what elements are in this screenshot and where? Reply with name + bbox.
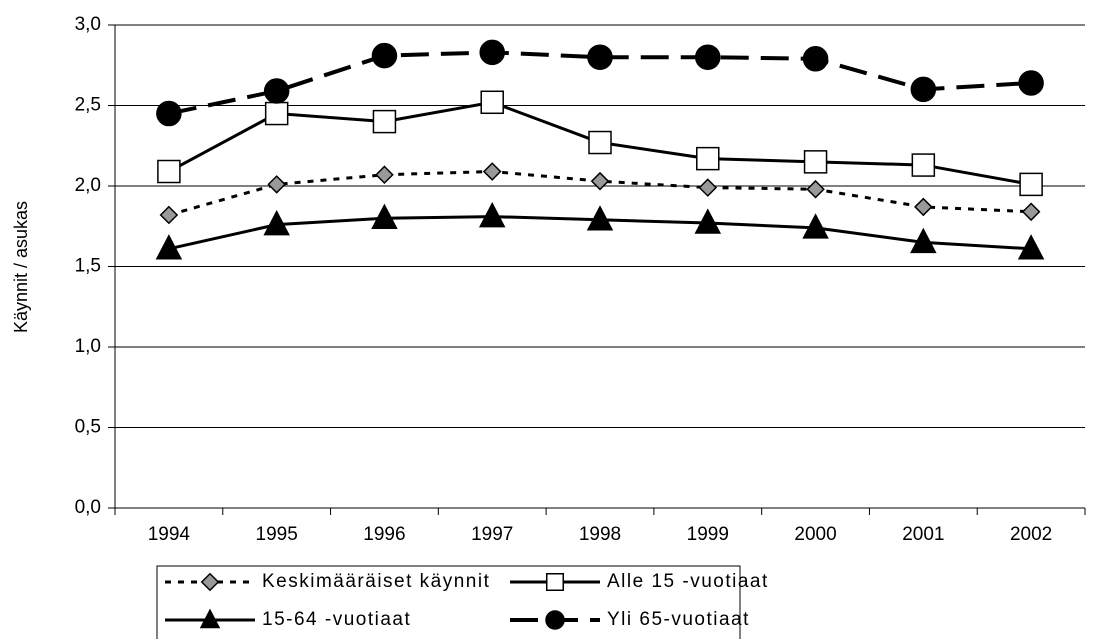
point xyxy=(1021,202,1041,222)
point xyxy=(264,101,289,126)
point xyxy=(1019,172,1043,197)
x-tick-label: 2001 xyxy=(902,524,944,545)
point xyxy=(480,90,504,115)
point xyxy=(1018,70,1044,96)
point xyxy=(590,171,610,191)
point xyxy=(588,130,612,155)
series-line xyxy=(168,50,1032,116)
y-axis-label: Käynnit / asukas xyxy=(11,201,31,333)
point xyxy=(157,159,181,184)
x-tick-label: 1999 xyxy=(687,524,729,545)
x-tick-label: 1995 xyxy=(256,524,298,545)
x-tick-label: 1996 xyxy=(363,524,405,545)
legend-marker xyxy=(200,572,220,592)
legend-label: Keskimääräiset käynnit xyxy=(262,571,490,592)
legend-box xyxy=(156,565,741,639)
series-line xyxy=(168,170,1032,217)
point xyxy=(478,201,506,228)
point xyxy=(695,44,721,70)
legend-marker xyxy=(545,610,565,630)
point xyxy=(263,78,290,104)
point xyxy=(911,153,936,177)
y-tick-label: 3,0 xyxy=(75,14,101,35)
point xyxy=(159,205,179,225)
point xyxy=(375,165,394,185)
point xyxy=(910,76,937,103)
point xyxy=(155,234,183,260)
legend-label: Alle 15 -vuotiaat xyxy=(607,571,769,592)
y-tick-label: 1,0 xyxy=(75,336,101,357)
x-tick-label: 1997 xyxy=(471,524,513,545)
point xyxy=(1017,234,1045,260)
point xyxy=(910,227,937,254)
point xyxy=(267,175,286,194)
point xyxy=(694,208,722,234)
point xyxy=(479,39,505,66)
point xyxy=(587,44,613,70)
point xyxy=(698,178,718,197)
legend-marker xyxy=(546,573,564,591)
y-tick-label: 0,0 xyxy=(75,497,101,518)
point xyxy=(263,210,290,236)
point xyxy=(696,146,720,171)
legend-label: 15-64 -vuotiaat xyxy=(262,609,411,630)
y-tick-label: 1,5 xyxy=(75,256,101,277)
point xyxy=(371,42,398,69)
point xyxy=(482,162,502,181)
x-tick-label: 1998 xyxy=(579,524,621,545)
y-tick-label: 2,0 xyxy=(75,175,101,196)
x-tick-label: 1994 xyxy=(148,524,191,545)
y-tick-label: 0,5 xyxy=(75,417,101,438)
x-tick-label: 2002 xyxy=(1010,524,1052,545)
point xyxy=(914,197,933,217)
point xyxy=(156,100,182,127)
point xyxy=(802,46,829,72)
legend-marker xyxy=(199,608,221,629)
point xyxy=(803,150,828,174)
point xyxy=(372,109,397,134)
point xyxy=(802,213,829,239)
y-tick-label: 2,5 xyxy=(75,95,101,116)
x-tick-label: 2000 xyxy=(794,524,836,545)
point xyxy=(371,203,398,229)
legend-label: Yli 65-vuotiaat xyxy=(607,609,750,630)
point xyxy=(806,179,825,199)
point xyxy=(586,205,614,231)
